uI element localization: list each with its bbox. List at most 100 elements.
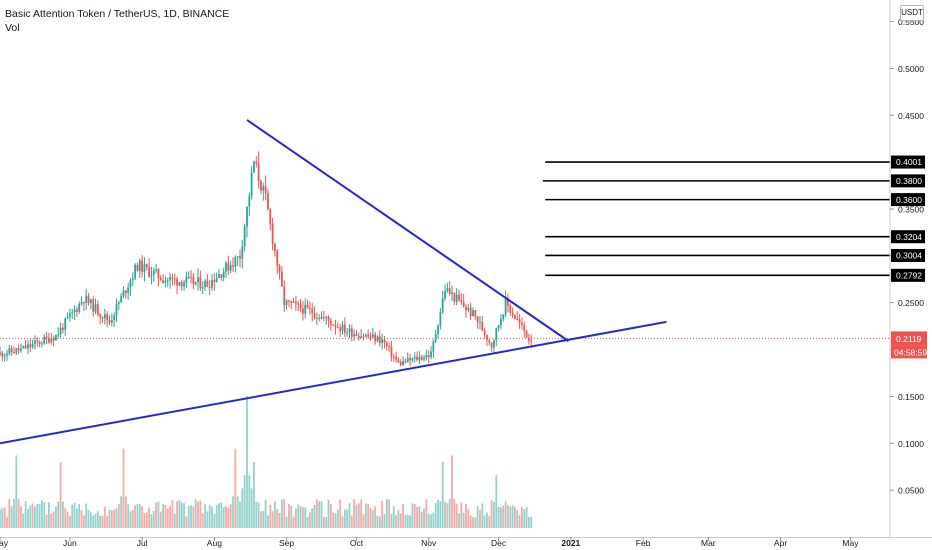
volume-bar [346, 509, 349, 528]
volume-bar [304, 507, 307, 528]
volume-bar [528, 517, 530, 528]
candle-body [101, 317, 104, 319]
candle-body [80, 302, 83, 304]
candle-body [465, 306, 467, 311]
time-axis[interactable]: May Jun Jul Aug Sep Oct Nov Dec 2021 Feb Mar Apr May [0, 537, 932, 548]
volume-bar [416, 506, 418, 528]
candle-body [383, 339, 386, 343]
volume-bar [227, 507, 230, 528]
candle-body [437, 325, 439, 334]
volume-bar [329, 503, 332, 528]
candle-body [218, 274, 220, 279]
volume-bar [36, 504, 39, 528]
candle-body [388, 346, 391, 348]
volume-bar [278, 512, 281, 528]
volume-bar [117, 504, 120, 528]
volume-bar [467, 508, 470, 528]
volume-bar [311, 508, 314, 528]
volume-bar [103, 506, 106, 528]
volume-bar [413, 503, 416, 528]
volume-bar [390, 513, 393, 528]
volume-bar [392, 506, 395, 528]
candle-body [262, 186, 265, 191]
candle-body [148, 266, 151, 277]
volume-bar [178, 500, 181, 528]
candle-body [528, 337, 530, 341]
candle-body [239, 256, 241, 259]
candle-body [488, 340, 491, 343]
candle-body [327, 316, 330, 321]
volume-bar [64, 508, 67, 528]
candle-body [48, 337, 50, 343]
time-tick-label: Sep [279, 538, 294, 548]
time-tick-label: Nov [421, 538, 437, 548]
volume-bar [113, 509, 116, 528]
candle-body [339, 327, 342, 331]
volume-bar [106, 515, 109, 528]
candle-body [52, 338, 55, 341]
level-price-label-bg [891, 193, 925, 207]
time-tick-label: May [0, 538, 9, 548]
candle-body [276, 250, 279, 267]
volume-bar [250, 488, 253, 528]
candle-body [208, 287, 211, 289]
candle-body [94, 304, 97, 312]
volume-bar [136, 503, 139, 528]
candle-body [320, 316, 323, 319]
volume-bar [369, 507, 372, 528]
candle-body [343, 324, 346, 333]
candle-body [458, 294, 460, 300]
candle-body [57, 334, 60, 336]
volume-bar [110, 510, 113, 528]
candle-body [155, 269, 158, 271]
candle-body [43, 336, 46, 344]
candle-body [38, 341, 41, 345]
volume-bar [124, 496, 127, 528]
candle-body [281, 271, 283, 287]
candle-body [497, 325, 500, 329]
candle-body [397, 359, 400, 363]
volume-bar [274, 501, 276, 528]
candle-body [71, 312, 74, 314]
volume-bar [115, 508, 118, 528]
volume-bar [315, 499, 318, 528]
candle-body [36, 340, 39, 342]
candle-body [89, 299, 92, 304]
volume-bar [378, 516, 381, 528]
candle-body [260, 180, 262, 191]
volume-bar [271, 511, 274, 528]
candle-body [99, 314, 102, 318]
volume-bar [322, 516, 325, 528]
volume-bar [187, 505, 190, 528]
candle-body [448, 288, 451, 294]
candle-body [73, 309, 76, 313]
candle-body [399, 362, 402, 366]
candle-body [211, 279, 213, 288]
level-price-label-bg [891, 248, 925, 262]
drawing-overlays[interactable] [0, 119, 890, 445]
volume-bar [225, 506, 227, 528]
candle-body [425, 355, 428, 358]
volume-bar [516, 509, 519, 528]
volume-bar [332, 512, 335, 528]
candle-body [131, 278, 134, 281]
volume-bar [0, 509, 1, 528]
trendline-ascending-support[interactable] [0, 320, 667, 445]
level-price-label-bg [891, 268, 925, 282]
chart-title: Basic Attention Token / TetherUS, 1D, BI… [5, 8, 230, 20]
volume-bar [497, 506, 500, 528]
volume-bar [446, 503, 449, 528]
volume-bar [220, 502, 223, 528]
candle-body [229, 265, 232, 271]
candle-body [318, 317, 321, 319]
volume-bar [43, 502, 46, 528]
candle-body [134, 264, 137, 279]
volume-bar [334, 513, 337, 528]
currency-badge[interactable]: USDT [900, 5, 924, 21]
time-tick-label: Aug [207, 538, 222, 548]
price-axis[interactable]: 0.05000.10000.15000.20000.25000.30000.35… [889, 0, 927, 537]
volume-bar [313, 504, 316, 528]
volume-bar [92, 515, 95, 528]
trendline-descending-resistance[interactable] [246, 119, 570, 342]
